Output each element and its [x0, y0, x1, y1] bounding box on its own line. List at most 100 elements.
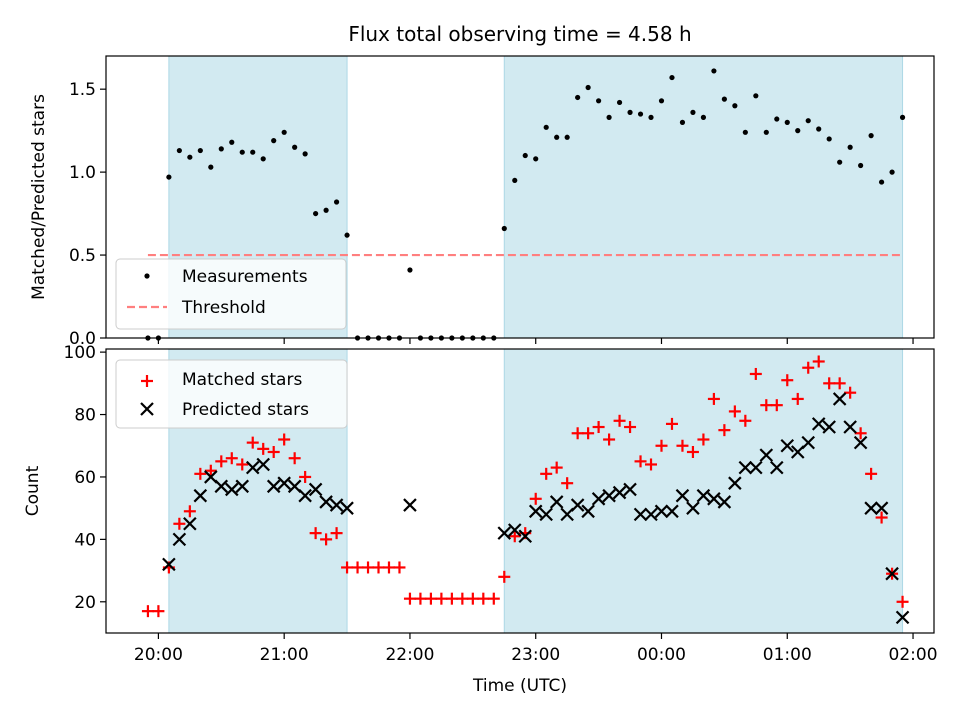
shaded-region-2	[503, 348, 904, 634]
matched-star-point	[372, 561, 385, 574]
matched-star-point	[823, 377, 836, 390]
predicted-star-point	[675, 488, 690, 503]
top-y-tick-label: 0.5	[69, 246, 96, 266]
matched-star-point	[529, 492, 542, 505]
predicted-star-point	[497, 526, 512, 540]
measurement-point	[742, 129, 748, 135]
predicted-star-point	[319, 495, 333, 509]
top-y-tick-label: 1.5	[69, 80, 96, 100]
predicted-star-point	[340, 501, 354, 515]
top-plot-area	[145, 68, 906, 341]
measurement-point	[899, 114, 906, 120]
predicted-star-point	[298, 488, 312, 503]
x-tick-label: 23:00	[511, 645, 560, 665]
measurement-point	[543, 124, 549, 130]
matched-star-point	[341, 561, 354, 574]
measurement-point	[176, 147, 182, 154]
predicted-star-point	[214, 479, 229, 494]
matched-star-point	[770, 399, 783, 412]
measurement-point	[533, 156, 539, 162]
predicted-star-point	[612, 485, 627, 500]
bottom-y-axis-label: Count	[23, 465, 43, 516]
legend-matched-marker	[141, 375, 153, 387]
measurement-point	[187, 154, 193, 160]
matched-star-point	[278, 433, 291, 446]
predicted-star-point	[224, 482, 239, 497]
predicted-star-point	[539, 507, 553, 522]
matched-star-point	[194, 467, 207, 480]
x-tick-label: 00:00	[637, 645, 686, 665]
measurement-point	[711, 68, 717, 74]
matched-star-point	[141, 605, 154, 618]
predicted-star-point	[895, 610, 910, 625]
matched-star-point	[288, 452, 301, 465]
matched-star-point	[833, 377, 846, 390]
measurement-point	[554, 134, 560, 140]
bottom-y-tick-label: 80	[74, 406, 96, 426]
x-tick-label: 21:00	[260, 645, 309, 665]
bottom-axes-frame	[105, 348, 935, 634]
bottom-y-tick-label: 20	[74, 593, 96, 613]
predicted-star-point	[308, 482, 323, 497]
matched-star-point	[183, 505, 196, 518]
measurement-point	[302, 151, 308, 157]
measurement-point	[721, 96, 727, 102]
top-y-axis: 0.0 0.5 1.0 1.5	[69, 80, 106, 349]
matched-star-point	[707, 392, 720, 405]
predicted-star-point	[885, 566, 899, 581]
measurement-point	[344, 232, 350, 238]
predicted-star-point	[403, 498, 417, 512]
measurement-point	[260, 156, 266, 162]
measurement-point	[784, 119, 790, 125]
bottom-y-tick-label: 60	[74, 468, 96, 488]
predicted-star-point	[780, 438, 795, 453]
top-panel: 0.0 0.5 1.0 1.5 Matched/Predicted stars Mea…	[29, 55, 935, 349]
matched-star-point	[498, 570, 511, 583]
matched-star-point	[173, 517, 186, 530]
measurement-point	[795, 128, 801, 134]
matched-star-point	[561, 477, 574, 490]
measurement-point	[229, 139, 235, 145]
predicted-star-point	[172, 532, 187, 547]
matched-star-point	[424, 592, 437, 605]
matched-star-point	[634, 455, 647, 468]
predicted-star-point	[770, 460, 784, 475]
legend-measurements-label: Measurements	[182, 267, 308, 287]
predicted-star-point	[256, 457, 270, 472]
measurement-point	[596, 98, 602, 104]
matched-star-point	[592, 421, 605, 434]
measurement-point	[868, 133, 874, 139]
matched-star-point	[540, 467, 553, 480]
predicted-star-point	[717, 495, 732, 509]
matched-star-point	[781, 374, 794, 387]
measurement-point	[774, 116, 780, 122]
predicted-star-point	[686, 501, 700, 515]
measurement-point	[281, 129, 287, 135]
measurement-point	[816, 126, 822, 132]
legend-measurements-marker	[144, 273, 150, 279]
matched-star-point	[382, 561, 395, 574]
legend-threshold-label: Threshold	[181, 298, 266, 318]
x-axis-label: Time (UTC)	[472, 676, 567, 696]
measurement-point	[292, 144, 298, 150]
measurement-point	[166, 174, 172, 180]
predicted-star-point	[843, 420, 857, 434]
predicted-star-point	[864, 501, 878, 515]
predicted-star-point	[518, 529, 533, 544]
matched-star-point	[362, 561, 375, 574]
matched-star-point	[215, 455, 228, 468]
bottom-x-axis: 20:00 21:00 22:00 23:00 00:00 01:00 02:00	[134, 633, 938, 665]
measurement-point	[763, 129, 769, 135]
top-x-axis-ticks	[157, 338, 914, 344]
predicted-star-point	[193, 488, 208, 503]
predicted-star-point	[266, 479, 281, 494]
x-tick-label: 02:00	[889, 645, 938, 665]
measurement-point	[805, 118, 811, 124]
matched-star-point	[445, 592, 458, 605]
measurement-point	[271, 138, 277, 144]
predicted-star-point	[528, 504, 543, 519]
measurement-point	[606, 114, 612, 120]
predicted-star-point	[162, 557, 176, 572]
matched-star-point	[854, 427, 867, 440]
matched-star-point	[613, 414, 626, 427]
